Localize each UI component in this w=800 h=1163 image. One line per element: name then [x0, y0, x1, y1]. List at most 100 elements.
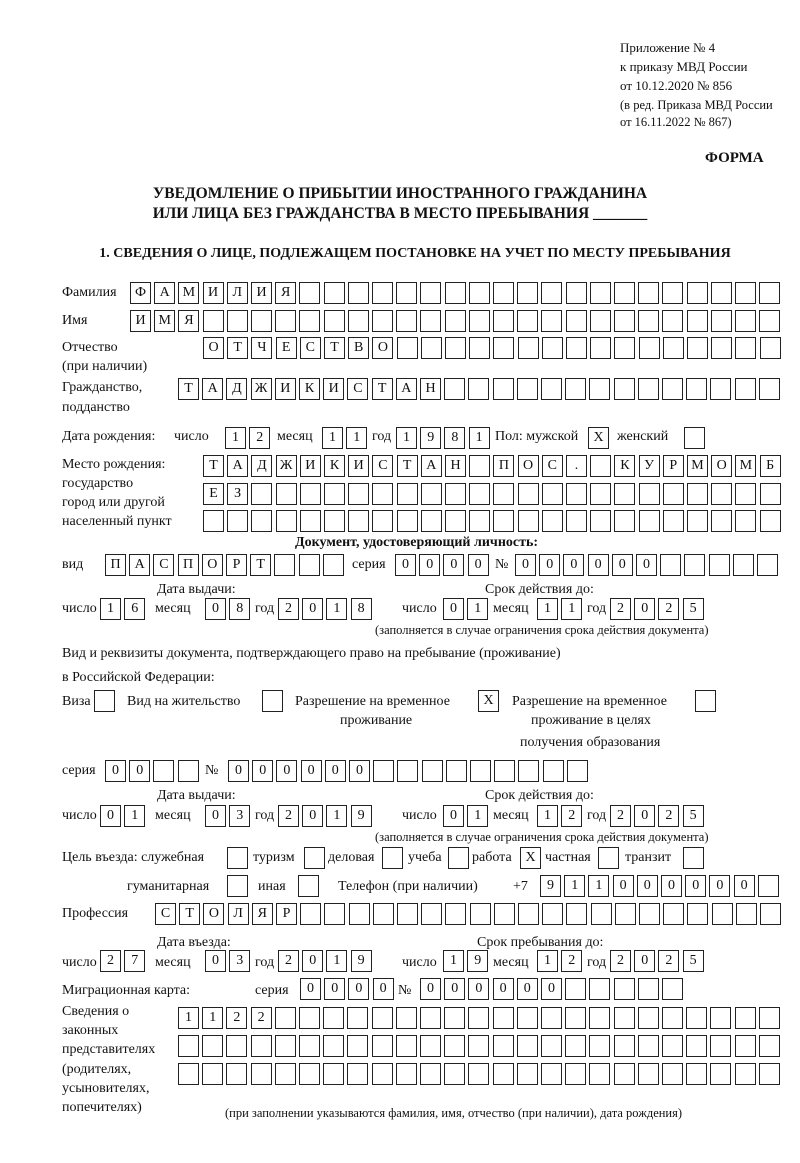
char-cell[interactable]: [687, 510, 708, 532]
char-cell[interactable]: [371, 1007, 393, 1029]
char-cell[interactable]: 2: [250, 1007, 272, 1029]
char-cell[interactable]: [275, 310, 297, 332]
char-cell[interactable]: Т: [179, 903, 201, 925]
char-cell[interactable]: 0: [467, 554, 489, 576]
char-cell[interactable]: 3: [229, 950, 251, 972]
char-cell[interactable]: 0: [372, 978, 394, 1000]
char-cell[interactable]: Т: [178, 378, 199, 400]
char-cell[interactable]: 1: [564, 875, 586, 897]
char-cell[interactable]: 3: [229, 805, 251, 827]
char-cell[interactable]: [541, 510, 563, 532]
char-cell[interactable]: [684, 554, 706, 576]
char-cell[interactable]: [662, 510, 684, 532]
char-cell[interactable]: 1: [326, 805, 348, 827]
char-cell[interactable]: 0: [276, 760, 298, 782]
char-cell[interactable]: [711, 903, 733, 925]
char-cell[interactable]: 2: [610, 950, 631, 972]
char-cell[interactable]: [299, 510, 321, 532]
char-cell[interactable]: Р: [226, 554, 247, 576]
char-cell[interactable]: 0: [349, 760, 370, 782]
char-cell[interactable]: [493, 510, 515, 532]
char-cell[interactable]: [516, 1035, 538, 1057]
char-cell[interactable]: [686, 1035, 708, 1057]
char-cell[interactable]: Т: [396, 455, 418, 477]
char-cell[interactable]: 1: [322, 427, 343, 449]
char-cell[interactable]: [469, 337, 491, 359]
char-cell[interactable]: [274, 554, 296, 576]
char-cell[interactable]: [250, 1063, 272, 1085]
char-cell[interactable]: И: [348, 455, 370, 477]
char-cell[interactable]: 1: [225, 427, 246, 449]
char-cell[interactable]: [541, 282, 563, 304]
char-cell[interactable]: [565, 1063, 587, 1085]
char-cell[interactable]: 0: [324, 760, 346, 782]
char-cell[interactable]: 0: [492, 978, 514, 1000]
char-cell[interactable]: 0: [634, 950, 656, 972]
char-cell[interactable]: [734, 378, 756, 400]
char-cell[interactable]: 1: [467, 805, 489, 827]
char-cell[interactable]: [324, 903, 346, 925]
char-cell[interactable]: Т: [371, 378, 393, 400]
char-cell[interactable]: 0: [205, 598, 226, 620]
char-cell[interactable]: [396, 282, 418, 304]
char-cell[interactable]: 1: [326, 598, 348, 620]
char-cell[interactable]: [662, 337, 684, 359]
checkbox[interactable]: [227, 875, 248, 897]
char-cell[interactable]: [371, 1035, 393, 1057]
char-cell[interactable]: [420, 282, 442, 304]
char-cell[interactable]: 0: [443, 554, 465, 576]
char-cell[interactable]: [590, 903, 612, 925]
char-cell[interactable]: [177, 760, 199, 782]
char-cell[interactable]: Ж: [250, 378, 272, 400]
char-cell[interactable]: М: [154, 310, 176, 332]
char-cell[interactable]: Н: [445, 455, 466, 477]
char-cell[interactable]: [445, 760, 467, 782]
char-cell[interactable]: [395, 1063, 417, 1085]
char-cell[interactable]: [662, 978, 683, 1000]
char-cell[interactable]: [518, 760, 540, 782]
char-cell[interactable]: [517, 483, 539, 505]
char-cell[interactable]: [347, 1063, 369, 1085]
char-cell[interactable]: [758, 378, 780, 400]
char-cell[interactable]: 0: [709, 875, 731, 897]
char-cell[interactable]: [444, 1035, 466, 1057]
char-cell[interactable]: [396, 310, 418, 332]
char-cell[interactable]: [153, 760, 175, 782]
char-cell[interactable]: 0: [300, 978, 321, 1000]
checkbox[interactable]: [382, 847, 403, 869]
char-cell[interactable]: 0: [302, 805, 324, 827]
char-cell[interactable]: [687, 903, 709, 925]
char-cell[interactable]: [614, 903, 636, 925]
checkbox[interactable]: [598, 847, 619, 869]
char-cell[interactable]: [734, 1007, 756, 1029]
char-cell[interactable]: [323, 1007, 345, 1029]
char-cell[interactable]: 0: [587, 554, 609, 576]
char-cell[interactable]: 5: [682, 950, 704, 972]
char-cell[interactable]: [517, 310, 539, 332]
char-cell[interactable]: А: [202, 378, 224, 400]
char-cell[interactable]: [420, 1007, 441, 1029]
char-cell[interactable]: 1: [124, 805, 146, 827]
char-cell[interactable]: 0: [539, 554, 561, 576]
char-cell[interactable]: 2: [278, 950, 299, 972]
char-cell[interactable]: [347, 1007, 369, 1029]
char-cell[interactable]: [348, 483, 370, 505]
char-cell[interactable]: Ф: [130, 282, 151, 304]
char-cell[interactable]: [758, 1007, 780, 1029]
char-cell[interactable]: 0: [661, 875, 682, 897]
char-cell[interactable]: 1: [468, 427, 490, 449]
char-cell[interactable]: [566, 510, 587, 532]
char-cell[interactable]: [493, 337, 515, 359]
char-cell[interactable]: 0: [228, 760, 249, 782]
char-cell[interactable]: [517, 282, 539, 304]
char-cell[interactable]: 2: [561, 805, 583, 827]
char-cell[interactable]: [492, 378, 514, 400]
char-cell[interactable]: [759, 337, 781, 359]
char-cell[interactable]: 0: [516, 978, 538, 1000]
char-cell[interactable]: [541, 1063, 562, 1085]
char-cell[interactable]: Ж: [275, 455, 297, 477]
char-cell[interactable]: [494, 760, 516, 782]
char-cell[interactable]: П: [105, 554, 126, 576]
char-cell[interactable]: 2: [658, 598, 680, 620]
char-cell[interactable]: [686, 310, 708, 332]
